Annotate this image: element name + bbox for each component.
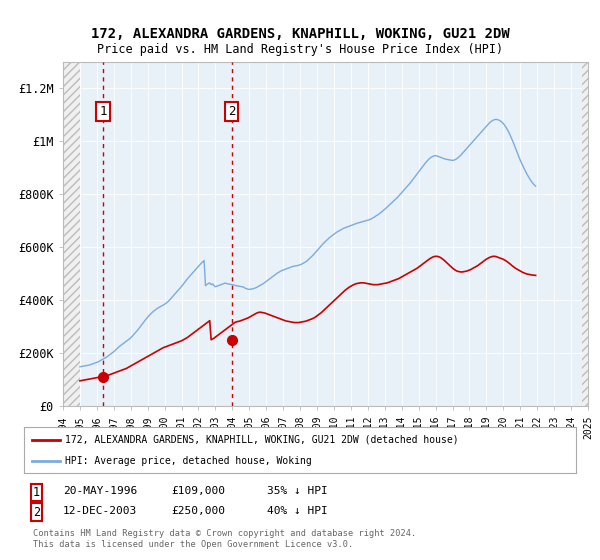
Text: 172, ALEXANDRA GARDENS, KNAPHILL, WOKING, GU21 2DW (detached house): 172, ALEXANDRA GARDENS, KNAPHILL, WOKING… [65,435,459,445]
Text: 1: 1 [33,486,40,499]
Text: 2: 2 [228,105,235,118]
Bar [63,62,80,406]
Text: 40% ↓ HPI: 40% ↓ HPI [267,506,328,516]
Text: HPI: Average price, detached house, Woking: HPI: Average price, detached house, Woki… [65,456,312,466]
Text: 1: 1 [100,105,107,118]
Text: 12-DEC-2003: 12-DEC-2003 [63,506,137,516]
Text: 35% ↓ HPI: 35% ↓ HPI [267,486,328,496]
Text: Price paid vs. HM Land Registry's House Price Index (HPI): Price paid vs. HM Land Registry's House … [97,43,503,56]
Text: £109,000: £109,000 [171,486,225,496]
Text: Contains HM Land Registry data © Crown copyright and database right 2024.
This d: Contains HM Land Registry data © Crown c… [33,529,416,549]
Text: 172, ALEXANDRA GARDENS, KNAPHILL, WOKING, GU21 2DW: 172, ALEXANDRA GARDENS, KNAPHILL, WOKING… [91,27,509,41]
Text: 2: 2 [33,506,40,519]
Text: 20-MAY-1996: 20-MAY-1996 [63,486,137,496]
Text: £250,000: £250,000 [171,506,225,516]
Bar [583,62,588,406]
